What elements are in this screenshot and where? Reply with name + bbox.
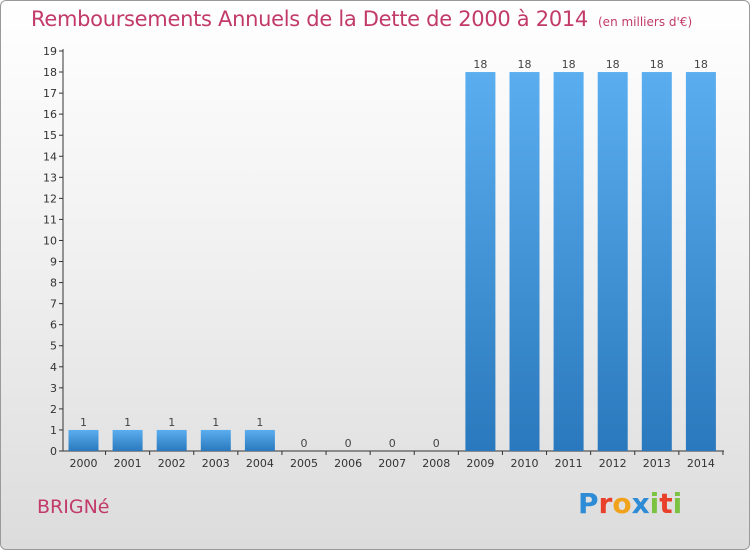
y-tick-label: 6 [50,319,57,332]
x-tick-label: 2013 [643,457,671,470]
bar-value-label: 0 [433,437,440,450]
x-tick-label: 2014 [687,457,715,470]
x-tick-label: 2008 [422,457,450,470]
bar-value-label: 18 [606,58,620,71]
bar-value-label: 1 [168,416,175,429]
bar [68,429,99,451]
bar [244,429,275,451]
bar [509,72,540,451]
logo-letter: x [631,487,650,520]
y-tick-label: 5 [50,340,57,353]
y-tick-label: 9 [50,256,57,269]
bar-value-label: 0 [345,437,352,450]
bar-value-label: 1 [80,416,87,429]
x-tick-label: 2002 [158,457,186,470]
y-tick-label: 16 [43,108,57,121]
y-tick-label: 4 [50,361,57,374]
bar [553,72,584,451]
logo-letter: i [649,487,660,520]
bar-value-label: 0 [301,437,308,450]
x-tick-label: 2001 [114,457,142,470]
y-tick-label: 7 [50,298,57,311]
logo-letter: o [612,487,632,520]
commune-name: BRIGNé [37,496,110,518]
x-tick-label: 2011 [555,457,583,470]
y-tick-label: 8 [50,277,57,290]
bar [112,429,143,451]
bar-value-label: 18 [562,58,576,71]
bar [685,72,716,451]
bar-labels: 1 1 1 1 1 0 0 0 0 18 18 18 18 18 18 [80,58,708,450]
x-tick-label: 2003 [202,457,230,470]
bar-value-label: 1 [212,416,219,429]
x-tick-label: 2006 [334,457,362,470]
chart-unit: (en milliers d'€) [598,15,693,29]
logo-letter: i [672,487,683,520]
bar-value-label: 18 [650,58,664,71]
bar [465,72,496,451]
x-tick-label: 2012 [599,457,627,470]
y-tick-label: 11 [43,213,57,226]
y-tick-label: 19 [43,45,57,58]
x-tick-label: 2009 [466,457,494,470]
bar-value-label: 0 [389,437,396,450]
y-tick-label: 14 [43,150,57,163]
bar-value-label: 1 [256,416,263,429]
bar [641,72,672,451]
y-tick-label: 2 [50,403,57,416]
bar-value-label: 1 [124,416,131,429]
y-tick-label: 13 [43,171,57,184]
y-tick-label: 12 [43,192,57,205]
x-tick-label: 2007 [378,457,406,470]
y-tick-label: 15 [43,129,57,142]
proxiti-logo: Proxiti [578,487,682,520]
x-tick-label: 2005 [290,457,318,470]
x-tick-label: 2004 [246,457,274,470]
y-tick-label: 10 [43,234,57,247]
y-tick-label: 17 [43,87,57,100]
x-tick-label: 2000 [70,457,98,470]
bar-value-label: 18 [473,58,487,71]
bar [200,429,231,451]
y-tick-label: 18 [43,66,57,79]
bar-value-label: 18 [518,58,532,71]
x-tick-label: 2010 [511,457,539,470]
logo-letter: t [659,487,673,520]
logo-letter: r [598,487,613,520]
bar [597,72,628,451]
chart-title: Remboursements Annuels de la Dette de 20… [31,7,692,31]
y-tick-label: 0 [50,445,57,458]
bars [68,72,716,451]
y-tick-label: 3 [50,382,57,395]
bar [156,429,187,451]
logo-letter: P [578,487,599,520]
y-tick-label: 1 [50,424,57,437]
bar-value-label: 18 [694,58,708,71]
chart-title-text: Remboursements Annuels de la Dette de 20… [31,7,588,31]
